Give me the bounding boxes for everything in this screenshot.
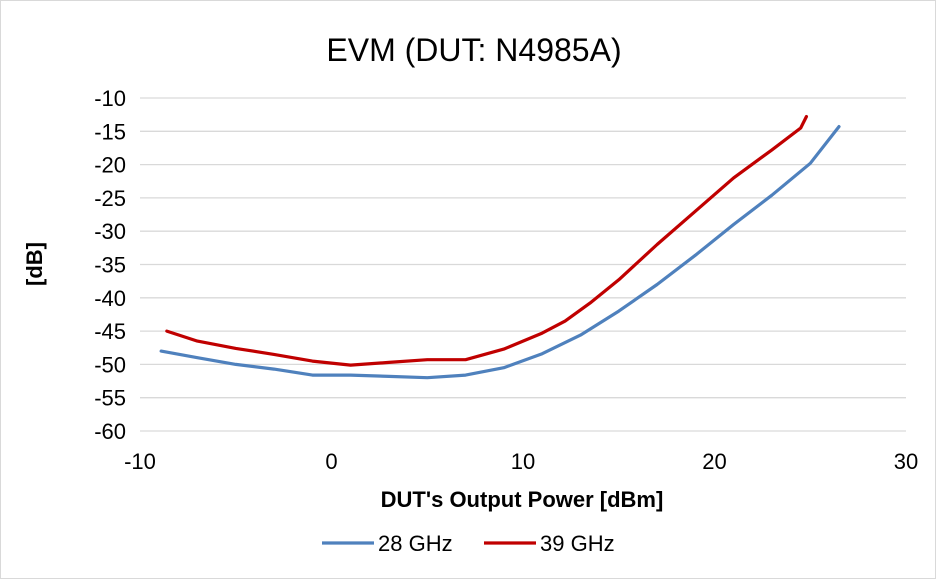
y-tick-label: -25 — [94, 186, 126, 211]
y-tick-label: -55 — [94, 386, 126, 411]
series-lines — [159, 115, 841, 380]
x-tick-label: 10 — [511, 449, 535, 474]
y-axis-ticks: -10 -15 -20 -25 -30 -35 -40 -45 -50 -55 -60 — [94, 86, 126, 444]
x-tick-label: 0 — [325, 449, 337, 474]
y-tick-label: -20 — [94, 153, 126, 178]
x-tick-label: -10 — [124, 449, 156, 474]
series-line-1 — [165, 115, 808, 367]
legend-label-0: 28 GHz — [378, 531, 453, 556]
x-tick-label: 20 — [702, 449, 726, 474]
y-tick-label: -60 — [94, 419, 126, 444]
y-axis-title: [dB] — [22, 242, 47, 286]
y-tick-label: -45 — [94, 319, 126, 344]
y-tick-label: -40 — [94, 286, 126, 311]
chart-title: EVM (DUT: N4985A) — [326, 32, 621, 68]
x-tick-label: 30 — [894, 449, 918, 474]
y-tick-label: -10 — [94, 86, 126, 111]
y-tick-label: -50 — [94, 352, 126, 377]
legend-label-1: 39 GHz — [540, 531, 615, 556]
x-axis-title: DUT's Output Power [dBm] — [381, 487, 664, 512]
x-axis-ticks: -10 0 10 20 30 — [124, 449, 918, 474]
y-tick-label: -30 — [94, 219, 126, 244]
y-tick-label: -35 — [94, 253, 126, 278]
y-tick-label: -15 — [94, 119, 126, 144]
gridlines — [140, 97, 906, 399]
legend: 28 GHz 39 GHz — [322, 531, 615, 556]
series-line-0 — [159, 125, 841, 380]
